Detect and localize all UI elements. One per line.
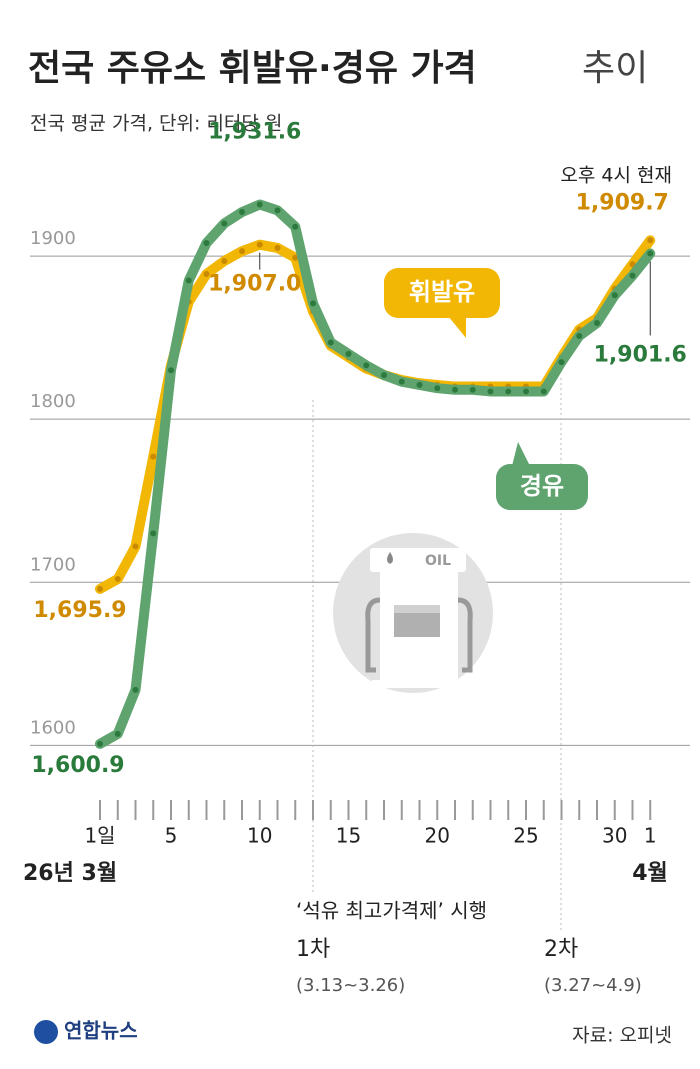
point xyxy=(203,240,210,247)
point xyxy=(256,241,263,248)
y-tick-label: 1600 xyxy=(30,717,76,738)
legend-label: 경유 xyxy=(520,472,564,500)
point xyxy=(97,585,103,592)
policy-title: ‘석유 최고가격제’ 시행 xyxy=(296,899,487,923)
data-label: 1,600.9 xyxy=(31,753,124,778)
point xyxy=(487,388,494,395)
point xyxy=(363,362,370,369)
x-tick-label: 25 xyxy=(513,824,538,848)
y-tick-label: 1800 xyxy=(30,391,76,412)
point xyxy=(416,381,423,388)
legend-gasoline: 휘발유 xyxy=(384,268,500,338)
point xyxy=(150,530,157,537)
point xyxy=(398,378,405,385)
point xyxy=(540,388,547,395)
point xyxy=(185,277,192,284)
policy-period: (3.27~4.9) xyxy=(544,975,642,996)
oil-icon: OIL xyxy=(333,533,493,693)
x-tick-label: 10 xyxy=(247,824,272,848)
policy-phase: 1차 xyxy=(296,937,330,962)
x-tick-label: 15 xyxy=(336,824,361,848)
point xyxy=(611,292,618,299)
policy-period: (3.13~3.26) xyxy=(296,975,405,996)
point xyxy=(150,453,157,460)
point xyxy=(114,730,121,737)
point xyxy=(452,386,458,393)
chart-title-suffix: 추이 xyxy=(582,48,648,89)
x-tick-label: 5 xyxy=(165,824,178,848)
x-tick-label: 1 xyxy=(644,824,657,848)
point xyxy=(505,388,512,395)
point xyxy=(203,271,210,278)
y-tick-label: 1900 xyxy=(30,228,76,249)
point xyxy=(274,244,281,251)
point xyxy=(221,257,228,264)
x-group-label: 4월 xyxy=(632,861,668,886)
legend-diesel: 경유 xyxy=(496,442,588,510)
point xyxy=(558,359,565,366)
point xyxy=(523,388,529,395)
point xyxy=(327,339,334,346)
point xyxy=(629,261,636,268)
point xyxy=(310,300,316,307)
point xyxy=(221,220,228,227)
point xyxy=(274,207,281,214)
chart-title: 전국 주유소 휘발유·경유 가격 xyxy=(28,48,477,89)
policy-phase: 2차 xyxy=(544,937,578,962)
point xyxy=(647,250,654,257)
oil-label: OIL xyxy=(425,553,451,569)
subtitle: 전국 평균 가격, 단위: 리터당 원 xyxy=(30,113,282,135)
y-tick-label: 1700 xyxy=(30,554,76,575)
point xyxy=(345,350,352,357)
x-group-label: 26년 3월 xyxy=(23,861,117,886)
point xyxy=(256,201,263,208)
logo: 연합뉴스 xyxy=(34,1019,138,1044)
point xyxy=(292,223,299,230)
point xyxy=(576,332,583,339)
point xyxy=(132,543,139,550)
data-label: 1,907.0 xyxy=(208,272,301,297)
point xyxy=(97,740,103,747)
point xyxy=(647,237,654,244)
data-label: 1,931.6 xyxy=(208,120,301,145)
point xyxy=(239,209,245,216)
point xyxy=(381,372,387,379)
point xyxy=(239,248,245,255)
x-tick-label: 30 xyxy=(602,824,627,848)
legend-label: 휘발유 xyxy=(409,278,475,306)
point xyxy=(629,272,636,279)
point xyxy=(114,575,121,582)
point xyxy=(434,385,441,392)
point xyxy=(469,386,476,393)
point xyxy=(594,319,600,326)
point xyxy=(292,254,299,261)
data-label: 1,901.6 xyxy=(594,342,687,367)
x-tick-label: 1일 xyxy=(84,824,115,848)
data-label: 1,695.9 xyxy=(33,598,126,623)
time-note: 오후 4시 현재 xyxy=(560,165,672,187)
logo-text: 연합뉴스 xyxy=(64,1019,138,1043)
source: 자료: 오피넷 xyxy=(572,1025,672,1047)
x-tick-label: 20 xyxy=(425,824,450,848)
point xyxy=(168,367,174,374)
data-label: 1,909.7 xyxy=(576,190,669,215)
point xyxy=(132,686,139,693)
line xyxy=(95,199,656,749)
